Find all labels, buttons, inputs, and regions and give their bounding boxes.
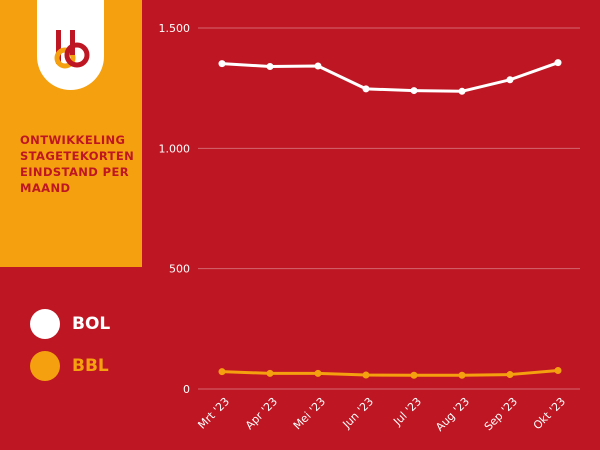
legend-item-bbl: BBL [30, 350, 109, 382]
y-tick-label-3: 1.500 [159, 22, 191, 35]
side-panel: ONTWIKKELING STAGETEKORTEN EINDSTAND PER… [0, 0, 142, 267]
y-tick-label-2: 1.000 [159, 142, 191, 155]
legend-swatch-bbl [30, 351, 60, 381]
data-point-bol-6 [506, 76, 514, 84]
data-point-bbl-1 [266, 369, 274, 377]
data-point-bol-7 [554, 59, 562, 67]
legend-label-bbl: BBL [72, 356, 109, 376]
sbb-logo-icon [54, 30, 90, 69]
logo [37, 0, 104, 90]
data-point-bbl-7 [554, 366, 562, 374]
legend-swatch-bol [30, 309, 60, 339]
x-tick-label-2: Mei '23 [291, 395, 328, 432]
legend-label-bol: BOL [72, 314, 111, 334]
data-point-bol-5 [458, 87, 466, 95]
y-tick-label-0: 0 [183, 383, 190, 396]
data-point-bol-2 [314, 62, 322, 70]
legend-item-bol: BOL [30, 308, 110, 340]
x-tick-label-1: Apr '23 [243, 395, 280, 432]
x-tick-label-7: Okt '23 [531, 395, 568, 432]
x-tick-label-3: Jun '23 [340, 395, 377, 432]
data-point-bol-1 [266, 63, 274, 71]
data-point-bol-3 [362, 85, 370, 93]
series-line-bbl [220, 368, 560, 377]
data-point-bbl-4 [410, 371, 418, 379]
chart-title: ONTWIKKELING STAGETEKORTEN EINDSTAND PER… [20, 133, 135, 195]
data-point-bol-4 [410, 87, 418, 95]
x-tick-label-4: Jul '23 [390, 395, 424, 429]
data-point-bbl-5 [458, 371, 466, 379]
data-point-bol-0 [218, 60, 226, 68]
data-point-bbl-3 [362, 371, 370, 379]
y-tick-label-1: 500 [169, 263, 190, 276]
series-line-bol [220, 61, 560, 93]
data-point-bbl-2 [314, 369, 322, 377]
x-tick-label-0: Mrt '23 [195, 395, 232, 432]
data-point-bbl-6 [506, 371, 514, 379]
data-point-bbl-0 [218, 368, 226, 376]
x-tick-label-6: Sep '23 [482, 395, 520, 433]
x-tick-label-5: Aug '23 [433, 395, 472, 434]
